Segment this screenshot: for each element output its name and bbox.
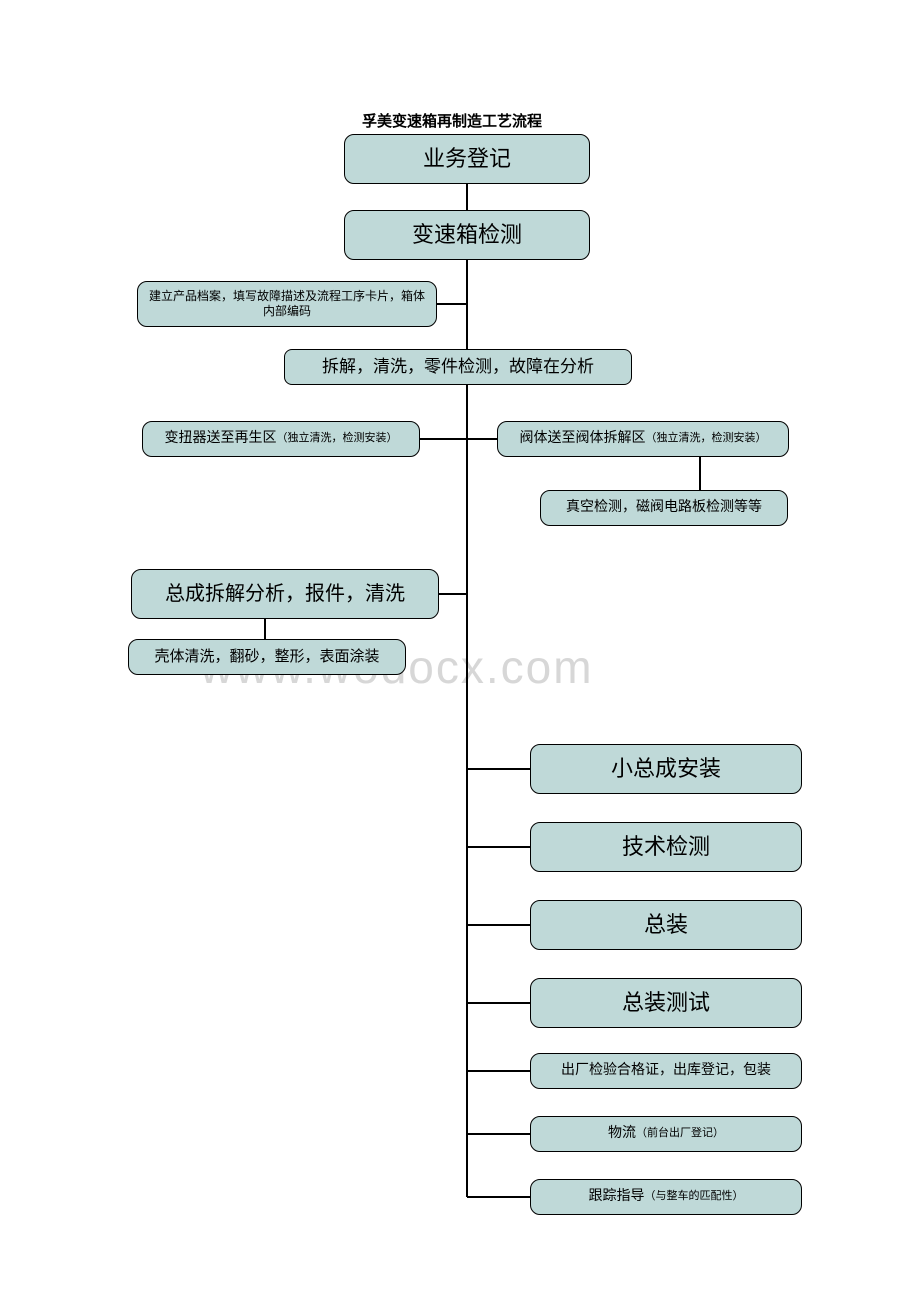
flow-node-n2: 变速箱检测: [344, 210, 590, 260]
flow-node-n16: 跟踪指导 （与整车的匹配性）: [530, 1179, 802, 1215]
flow-node-n11: 技术检测: [530, 822, 802, 872]
flowchart-canvas: www.wodocx.com 孚美变速箱再制造工艺流程 业务登记变速箱检测建立产…: [0, 0, 920, 1302]
flow-node-n8: 总成拆解分析，报件，清洗: [131, 569, 439, 619]
flow-node-n1: 业务登记: [344, 134, 590, 184]
flow-node-n13: 总装测试: [530, 978, 802, 1028]
flow-node-n4: 拆解，清洗，零件检测，故障在分析: [284, 349, 632, 385]
flow-node-n6: 阀体送至阀体拆解区（独立清洗，检测安装）: [497, 421, 789, 457]
flow-node-n7: 真空检测，磁阀电路板检测等等: [540, 490, 788, 526]
flow-node-n15: 物流 （前台出厂登记）: [530, 1116, 802, 1152]
flow-node-n10: 小总成安装: [530, 744, 802, 794]
flow-node-n12: 总装: [530, 900, 802, 950]
flow-node-n9: 壳体清洗，翻砂，整形，表面涂装: [128, 639, 406, 675]
flow-node-n14: 出厂检验合格证，出库登记，包装: [530, 1053, 802, 1089]
flow-node-n5: 变扭器送至再生区（独立清洗，检测安装）: [142, 421, 420, 457]
flow-node-n3: 建立产品档案，填写故障描述及流程工序卡片，箱体内部编码: [137, 281, 437, 327]
page-title: 孚美变速箱再制造工艺流程: [362, 110, 542, 131]
